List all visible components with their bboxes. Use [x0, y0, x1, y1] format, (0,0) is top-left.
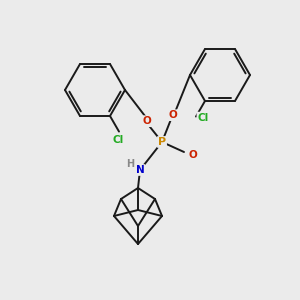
Text: Cl: Cl	[197, 112, 208, 123]
Text: O: O	[169, 110, 178, 120]
Text: Cl: Cl	[112, 135, 124, 145]
Text: P: P	[158, 137, 166, 147]
Text: N: N	[136, 165, 144, 175]
Text: O: O	[143, 116, 152, 126]
Text: O: O	[189, 150, 197, 160]
Text: H: H	[126, 159, 134, 169]
